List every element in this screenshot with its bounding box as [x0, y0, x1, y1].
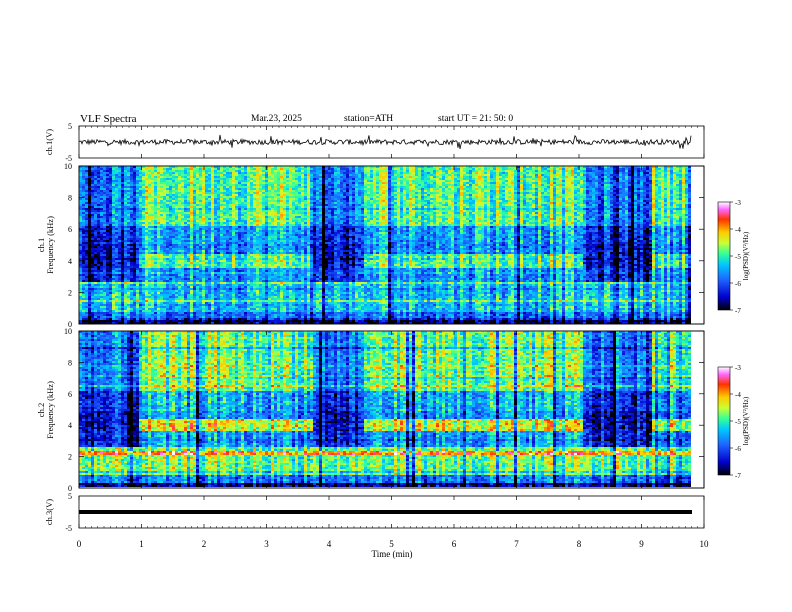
- ch2-ylabel-frequency: Frequency (kHz): [45, 381, 55, 439]
- frequency-tick-label: 10: [64, 327, 72, 336]
- vlf-figure: 5 -5 ch.1(V) 0246810 ch.1 Frequency (kHz…: [0, 0, 792, 612]
- frequency-tick-label: 4: [68, 257, 72, 266]
- time-tick-label: 5: [389, 539, 394, 549]
- frequency-tick-label: 6: [68, 390, 72, 399]
- colorbar-tick-label: -5: [735, 418, 741, 426]
- colorbar-tick-label: -5: [735, 253, 741, 261]
- frequency-tick-label: 8: [68, 194, 72, 203]
- ch3-ylabel: ch.3(V): [44, 499, 54, 525]
- ch1-spectrogram-image: [79, 166, 691, 324]
- colorbar-tick-label: -6: [735, 445, 741, 453]
- ch1-ylabel-frequency: Frequency (kHz): [45, 216, 55, 274]
- time-tick-label: 10: [700, 539, 710, 549]
- colorbar-tick-label: -6: [735, 280, 741, 288]
- ch1-ylabel: ch.1(V): [44, 129, 54, 155]
- colorbar-tick-label: -7: [735, 307, 741, 315]
- time-axis-label: Time (min): [372, 549, 413, 559]
- colorbar-tick-label: -4: [735, 226, 741, 234]
- ch1-colorbar: -3 -4 -5 -6 -7 log(PSD)(V²/Hz): [718, 199, 750, 315]
- frequency-tick-label: 2: [68, 288, 72, 297]
- colorbar-tick-label: -7: [735, 472, 741, 480]
- ch2-spectrogram-image: [79, 331, 691, 487]
- ch3-waveform-panel: 5 -5 ch.3(V): [44, 492, 704, 533]
- time-tick-label: 7: [514, 539, 519, 549]
- frequency-tick-label: 4: [68, 421, 72, 430]
- ch3-waveform-line: [79, 510, 692, 514]
- ch2-colorbar: -3 -4 -5 -6 -7 log(PSD)(V²/Hz): [718, 364, 750, 480]
- ch1-ytick-top: 5: [68, 122, 72, 131]
- time-tick-label: 2: [202, 539, 207, 549]
- time-tick-label: 0: [77, 539, 82, 549]
- ch2-colorbar-label: log(PSD)(V²/Hz): [742, 396, 750, 445]
- colorbar-tick-label: -3: [735, 199, 741, 207]
- ch3-ytick-top: 5: [68, 492, 72, 501]
- frequency-tick-label: 8: [68, 358, 72, 367]
- time-tick-label: 6: [452, 539, 457, 549]
- colorbar-tick-label: -3: [735, 364, 741, 372]
- frequency-tick-label: 10: [64, 162, 72, 171]
- time-tick-label: 8: [577, 539, 582, 549]
- time-tick-label: 9: [639, 539, 644, 549]
- ch3-ytick-bottom: -5: [65, 524, 72, 533]
- frequency-tick-label: 6: [68, 225, 72, 234]
- frequency-tick-label: 2: [68, 453, 72, 462]
- time-tick-label: 3: [264, 539, 269, 549]
- ch1-waveform-panel: 5 -5 ch.1(V): [44, 122, 704, 163]
- ch1-colorbar-label: log(PSD)(V²/Hz): [742, 231, 750, 280]
- time-tick-label: 1: [139, 539, 144, 549]
- colorbar-tick-label: -4: [735, 391, 741, 399]
- time-tick-label: 4: [327, 539, 332, 549]
